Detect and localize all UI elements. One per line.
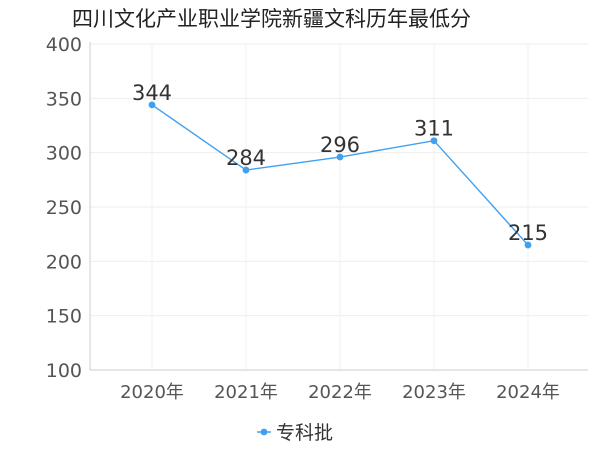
y-tick-label: 300 xyxy=(46,143,82,165)
data-point[interactable] xyxy=(242,166,250,174)
y-tick-label: 150 xyxy=(46,306,82,328)
y-tick-label: 250 xyxy=(46,197,82,219)
y-tick-label: 350 xyxy=(46,88,82,110)
data-label: 311 xyxy=(414,117,454,141)
y-tick-label: 200 xyxy=(46,251,82,273)
x-tick-label: 2021年 xyxy=(214,382,278,403)
grid xyxy=(90,43,588,370)
x-tick-label: 2023年 xyxy=(402,382,466,403)
data-labels: 344 284 296 311 215 xyxy=(132,81,548,245)
y-axis-ticks: 100 150 200 250 300 350 400 xyxy=(46,34,82,382)
series-points xyxy=(148,101,532,249)
y-tick-label: 100 xyxy=(46,360,82,382)
legend-marker xyxy=(260,428,268,436)
y-tick-label: 400 xyxy=(46,34,82,56)
x-axis-ticks: 2020年 2021年 2022年 2023年 2024年 xyxy=(120,382,560,403)
data-label: 215 xyxy=(508,221,548,245)
x-tick-label: 2020年 xyxy=(120,382,184,403)
data-label: 296 xyxy=(320,133,360,157)
legend-label: 专科批 xyxy=(276,422,333,444)
legend[interactable]: 专科批 xyxy=(257,422,333,444)
data-label: 284 xyxy=(226,146,266,170)
data-label: 344 xyxy=(132,81,172,105)
chart-title: 四川文化产业职业学院新疆文科历年最低分 xyxy=(72,7,471,31)
x-tick-label: 2022年 xyxy=(308,382,372,403)
data-point[interactable] xyxy=(148,101,156,109)
axes xyxy=(89,42,588,371)
data-point[interactable] xyxy=(430,137,438,145)
x-tick-label: 2024年 xyxy=(496,382,560,403)
data-point[interactable] xyxy=(524,241,532,249)
data-point[interactable] xyxy=(336,153,344,161)
